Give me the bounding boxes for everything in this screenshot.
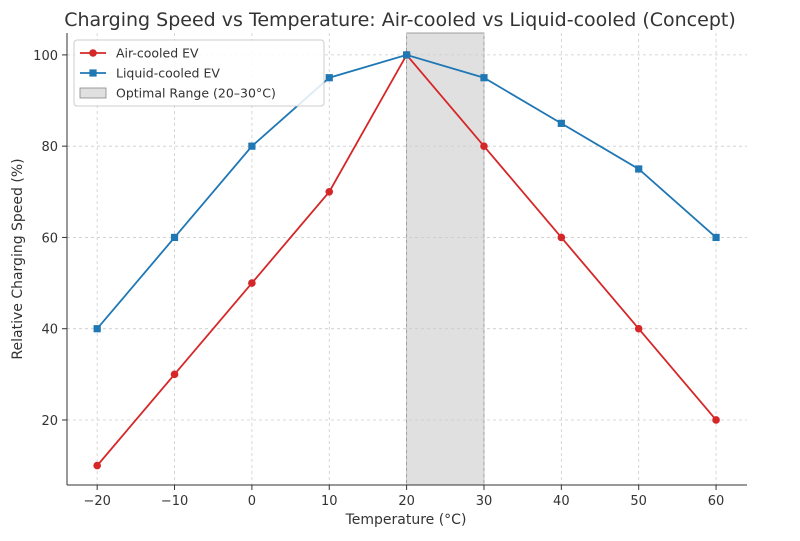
legend-label: Optimal Range (20–30°C): [116, 86, 276, 101]
x-tick-label: 0: [248, 494, 256, 509]
data-point: [170, 370, 179, 379]
x-tick-label: 20: [398, 494, 415, 509]
y-tick-label: 40: [41, 323, 58, 338]
legend-swatch: [79, 87, 107, 99]
data-point: [170, 233, 179, 242]
chart-title: Charging Speed vs Temperature: Air-coole…: [64, 9, 736, 31]
x-tick-label: −20: [83, 494, 110, 509]
data-point: [635, 165, 643, 173]
data-point: [248, 142, 256, 150]
data-point: [557, 119, 565, 127]
data-point: [557, 233, 566, 242]
optimal-range-band: [406, 32, 485, 486]
data-point: [480, 142, 488, 150]
data-point: [93, 461, 101, 470]
y-tick-label: 80: [41, 140, 58, 155]
legend: Air-cooled EV Liquid-cooled EV Optimal Ran…: [73, 39, 325, 107]
data-point: [634, 324, 643, 333]
y-tick-label: 60: [41, 231, 58, 246]
legend-box: [73, 39, 325, 107]
data-point: [712, 233, 720, 242]
data-point: [325, 188, 334, 196]
y-tick-label: 20: [41, 414, 58, 429]
legend-label: Liquid-cooled EV: [116, 66, 220, 81]
data-point: [712, 416, 720, 424]
data-point: [325, 74, 333, 82]
data-point: [403, 51, 411, 59]
x-tick-label: 60: [708, 494, 725, 509]
legend-label: Air-cooled EV: [116, 46, 199, 61]
legend-marker: [89, 49, 97, 57]
x-tick-label: 10: [321, 494, 338, 509]
x-axis-label: Temperature (°C): [345, 512, 467, 528]
y-axis-label: Relative Charging Speed (%): [10, 158, 26, 359]
data-point: [248, 279, 256, 287]
x-tick-label: 40: [553, 494, 570, 509]
x-tick-label: 30: [476, 494, 493, 509]
data-point: [480, 74, 488, 82]
x-tick-label: −10: [161, 494, 188, 509]
y-tick-label: 100: [33, 49, 58, 64]
x-tick-label: 50: [630, 494, 647, 509]
legend-marker: [89, 69, 97, 77]
data-point: [93, 325, 101, 333]
